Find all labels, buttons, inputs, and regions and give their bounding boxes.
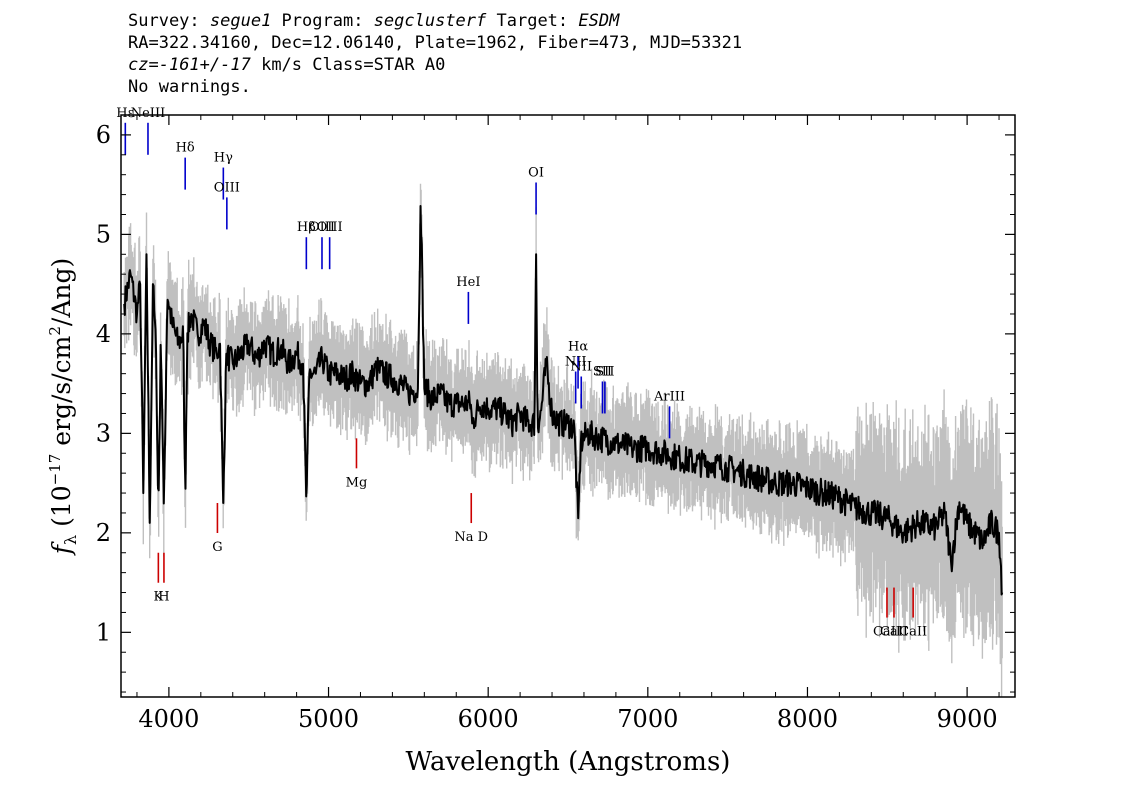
x-tick-label: 7000 (617, 705, 678, 733)
x-tick-label: 8000 (777, 705, 838, 733)
absorption-line-label: CaII (873, 625, 901, 640)
emission-line-label: NII (570, 359, 592, 374)
emission-line-label: SII (595, 364, 614, 379)
x-tick-label: 5000 (298, 705, 359, 733)
absorption-line-label: Na D (454, 530, 488, 545)
target-label: Target: (486, 11, 579, 31)
plot-frame (120, 114, 1016, 698)
emission-line-label: ArIII (653, 389, 685, 404)
header-survey-line: Survey: segue1 Program: segclusterf Targ… (128, 10, 742, 32)
absorption-line-label: G (212, 540, 222, 555)
y-tick-label: 4 (96, 320, 111, 348)
emission-line-label: OIII (317, 220, 343, 235)
class-text: km/s Class=STAR A0 (250, 55, 446, 75)
y-tick-label: 5 (96, 220, 111, 248)
error-band-path (123, 183, 1003, 697)
survey-value: segue1 (209, 11, 272, 31)
y-tick-label: 3 (96, 419, 111, 447)
y-tick-label: 2 (96, 519, 111, 547)
cz-label: cz= (128, 55, 159, 75)
survey-label: Survey: (128, 11, 210, 31)
absorption-line-label: CaII (880, 625, 908, 640)
absorption-line-label: H (158, 590, 169, 605)
error-band (123, 183, 1003, 697)
emission-line-label: SII (593, 364, 612, 379)
x-tick-label: 6000 (458, 705, 519, 733)
emission-line-label: NeIII (131, 106, 165, 121)
cz-value: -161+/-17 (158, 55, 251, 75)
y-axis: 1 2 3 4 5 6 (96, 121, 1015, 693)
emission-line-label: OIII (214, 180, 240, 195)
emission-line-label: HeI (456, 275, 480, 290)
program-label: Program: (271, 11, 374, 31)
emission-line-label: Hγ (214, 151, 233, 166)
emission-line-label: OIII (309, 220, 335, 235)
emission-line-label: Hα (568, 340, 588, 355)
x-axis-label: Wavelength (Angstroms) (406, 747, 731, 777)
absorption-line-label: K (153, 590, 163, 605)
x-tick-label: 4000 (138, 705, 199, 733)
y-tick-label: 1 (96, 618, 111, 646)
absorption-line-label: CaII (899, 625, 927, 640)
emission-line-label: Hβ (297, 220, 316, 235)
emission-line-label: OI (528, 165, 544, 180)
emission-line-label: NII (565, 355, 587, 370)
y-axis-label: fλ (10−17 erg/s/cm2/Ang) (46, 258, 80, 557)
x-tick-label: 9000 (937, 705, 998, 733)
x-axis: 4000 5000 6000 7000 8000 9000 (136, 115, 1000, 733)
svg-text:fλ (10−17 erg/s/cm2/Ang): fλ (10−17 erg/s/cm2/Ang) (46, 258, 80, 557)
emission-line-label: Hδ (176, 141, 195, 156)
y-tick-label: 6 (96, 121, 111, 149)
program-value: segclusterf (373, 11, 487, 31)
header-coordinates-line: RA=322.34160, Dec=12.06140, Plate=1962, … (128, 33, 743, 53)
spectrum-series (123, 205, 1004, 596)
spectrum-line (123, 205, 1004, 596)
spectrum-header: Survey: segue1 Program: segclusterf Targ… (128, 10, 742, 98)
target-value: ESDM (578, 11, 620, 31)
absorption-line-label: Mg (346, 475, 368, 490)
header-warnings-line: No warnings. (128, 77, 251, 97)
header-redshift-line: cz=-161+/-17 km/s Class=STAR A0 (128, 54, 742, 76)
